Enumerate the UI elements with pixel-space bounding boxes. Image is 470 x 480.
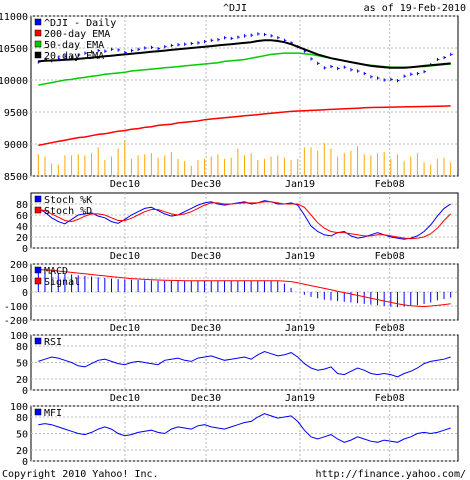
y-tick-label: 20 — [16, 446, 28, 457]
series-line-mfi — [38, 413, 451, 443]
legend-label: MFI — [44, 408, 62, 419]
y-tick-label: 100 — [10, 331, 28, 342]
y-tick-label: 100 — [10, 274, 28, 285]
series-line-stoch-d — [38, 201, 452, 240]
legend-label: 200-day EMA — [44, 29, 110, 40]
x-tick-label: Dec10 — [110, 393, 140, 404]
y-tick-label: -100 — [4, 302, 28, 313]
as-of-date: as of 19-Feb-2010 — [364, 3, 466, 14]
legend-label: RSI — [44, 337, 62, 348]
y-tick-label: 200 — [10, 260, 28, 271]
y-tick-label: 40 — [16, 222, 28, 233]
y-tick-label: 20 — [16, 375, 28, 386]
legend-label: 20-day EMA — [44, 51, 104, 62]
series-line-stoch-k — [38, 200, 451, 240]
y-tick-label: 10500 — [0, 44, 28, 55]
x-tick-label: Jan19 — [285, 323, 315, 334]
x-tick-label: Dec10 — [110, 179, 140, 190]
legend-swatch — [34, 337, 42, 345]
y-tick-label: 50 — [16, 430, 28, 441]
series-line-signal — [38, 269, 451, 308]
legend-swatch — [34, 40, 42, 48]
y-tick-label: 0 — [22, 386, 28, 397]
x-tick-label: Jan19 — [285, 393, 315, 404]
y-tick-label: 80 — [16, 413, 28, 424]
series-line-200-day-ema — [38, 105, 451, 147]
series-line-20-day-ema — [38, 39, 451, 69]
x-tick-label: Dec30 — [191, 179, 221, 190]
y-tick-label: 0 — [22, 288, 28, 299]
y-tick-label: 8500 — [4, 172, 28, 183]
legend-swatch — [34, 18, 42, 26]
y-tick-label: 20 — [16, 233, 28, 244]
y-tick-label: 9500 — [4, 108, 28, 119]
x-tick-label: Jan19 — [285, 251, 315, 262]
y-tick-label: 80 — [16, 342, 28, 353]
x-tick-label: Dec30 — [191, 251, 221, 262]
y-tick-label: 80 — [16, 200, 28, 211]
source-url[interactable]: http://finance.yahoo.com/ — [315, 469, 466, 480]
y-tick-label: 60 — [16, 211, 28, 222]
copyright: Copyright 2010 Yahoo! Inc. — [2, 469, 159, 480]
x-tick-label: Feb08 — [375, 393, 405, 404]
y-tick-label: 100 — [10, 402, 28, 413]
chart-symbol: ^DJI — [223, 3, 247, 14]
x-tick-label: Jan19 — [285, 179, 315, 190]
x-tick-label: Feb08 — [375, 179, 405, 190]
legend-swatch — [34, 51, 42, 59]
legend-label: 50-day EMA — [44, 40, 104, 51]
legend-swatch — [34, 277, 42, 285]
x-tick-label: Dec30 — [191, 393, 221, 404]
legend-swatch — [34, 206, 42, 214]
legend-label: Stoch %D — [44, 206, 92, 217]
panel-frame-1 — [30, 192, 459, 249]
x-tick-label: Dec10 — [110, 323, 140, 334]
legend-swatch — [34, 195, 42, 203]
legend-label: ^DJI - Daily — [44, 18, 116, 29]
x-tick-label: Dec10 — [110, 251, 140, 262]
y-tick-label: 0 — [22, 457, 28, 468]
legend-label: Stoch %K — [44, 195, 92, 206]
x-tick-label: Feb08 — [375, 323, 405, 334]
y-tick-label: 10000 — [0, 76, 28, 87]
x-tick-label: Dec30 — [191, 323, 221, 334]
legend-label: Signal — [44, 277, 80, 288]
legend-swatch — [34, 408, 42, 416]
legend-label: MACD — [44, 266, 68, 277]
legend-swatch — [34, 266, 42, 274]
series-line-rsi — [38, 350, 451, 378]
y-tick-label: 11000 — [0, 12, 28, 23]
x-tick-label: Feb08 — [375, 251, 405, 262]
y-tick-label: 0 — [22, 244, 28, 255]
y-tick-label: 50 — [16, 359, 28, 370]
y-tick-label: -200 — [4, 316, 28, 327]
y-tick-label: 9000 — [4, 140, 28, 151]
legend-swatch — [34, 29, 42, 37]
